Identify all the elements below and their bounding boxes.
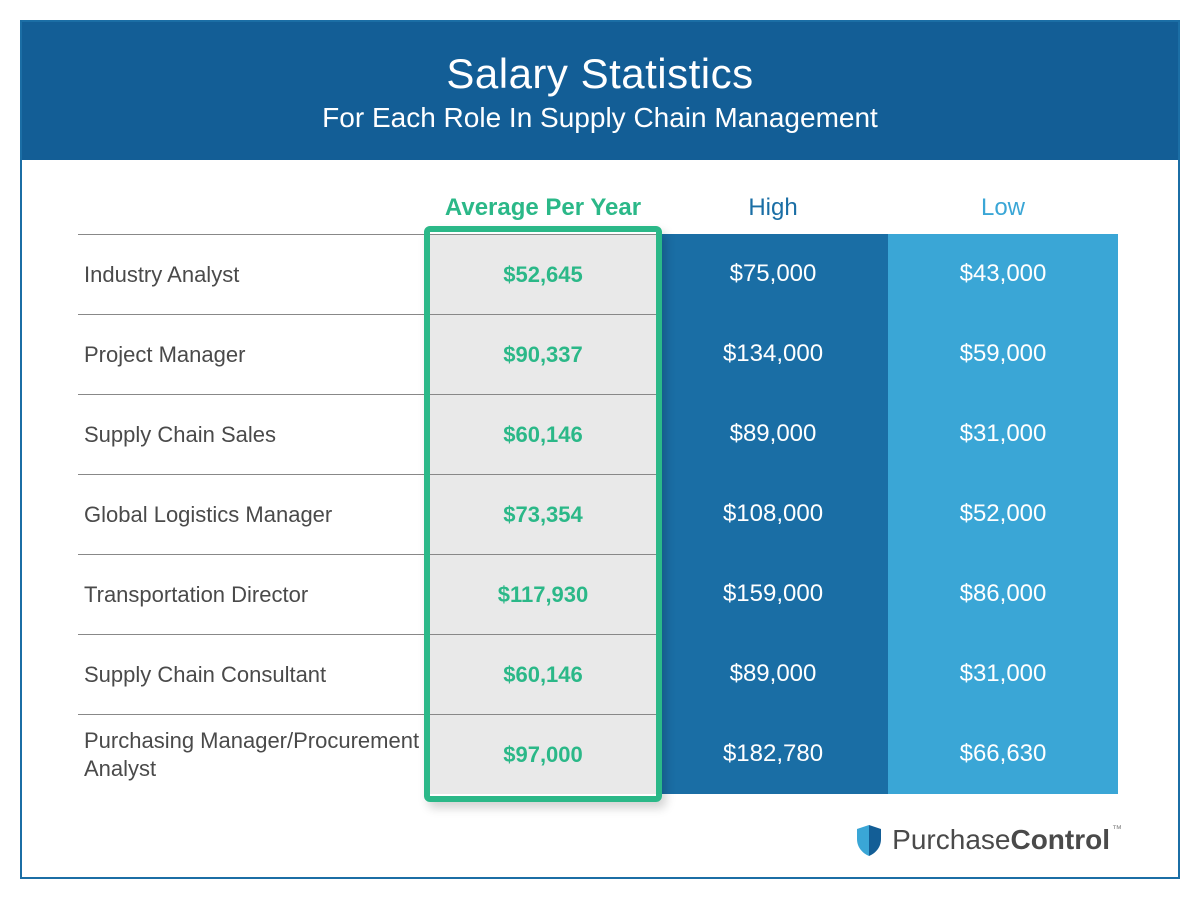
table-row-average: $60,146 bbox=[428, 394, 658, 474]
table-row-average: $52,645 bbox=[428, 234, 658, 314]
table-row-low: $59,000 bbox=[888, 314, 1118, 394]
table-row-role: Project Manager bbox=[78, 314, 428, 394]
column-header-average: Average Per Year bbox=[428, 182, 658, 234]
table-row-high: $182,780 bbox=[658, 714, 888, 794]
table-row-role: Industry Analyst bbox=[78, 234, 428, 314]
footer-brand: PurchaseControl™ bbox=[854, 823, 1122, 857]
table-body: Average Per Year High Low Industry Analy… bbox=[22, 160, 1178, 794]
shield-icon bbox=[854, 823, 884, 857]
table-row-low: $31,000 bbox=[888, 634, 1118, 714]
table-row-low: $52,000 bbox=[888, 474, 1118, 554]
table-row-average: $73,354 bbox=[428, 474, 658, 554]
header: Salary Statistics For Each Role In Suppl… bbox=[22, 22, 1178, 160]
page-title: Salary Statistics bbox=[22, 50, 1178, 98]
column-header-high: High bbox=[658, 182, 888, 234]
brand-text-light: Purchase bbox=[892, 824, 1010, 855]
table-row-high: $134,000 bbox=[658, 314, 888, 394]
infographic-card: Salary Statistics For Each Role In Suppl… bbox=[20, 20, 1180, 879]
table-row-role: Transportation Director bbox=[78, 554, 428, 634]
table-row-average: $97,000 bbox=[428, 714, 658, 794]
table-row-high: $89,000 bbox=[658, 394, 888, 474]
salary-table: Average Per Year High Low Industry Analy… bbox=[78, 182, 1122, 794]
column-header-role bbox=[78, 182, 428, 234]
column-header-low: Low bbox=[888, 182, 1118, 234]
table-row-role: Supply Chain Consultant bbox=[78, 634, 428, 714]
brand-text-bold: Control bbox=[1010, 824, 1110, 855]
page-subtitle: For Each Role In Supply Chain Management bbox=[22, 102, 1178, 134]
table-row-low: $86,000 bbox=[888, 554, 1118, 634]
table-row-low: $31,000 bbox=[888, 394, 1118, 474]
table-row-high: $108,000 bbox=[658, 474, 888, 554]
table-row-role: Supply Chain Sales bbox=[78, 394, 428, 474]
table-row-average: $60,146 bbox=[428, 634, 658, 714]
table-row-role: Purchasing Manager/Procurement Analyst bbox=[78, 714, 428, 794]
table-row-average: $117,930 bbox=[428, 554, 658, 634]
table-row-high: $75,000 bbox=[658, 234, 888, 314]
table-row-low: $66,630 bbox=[888, 714, 1118, 794]
table-row-average: $90,337 bbox=[428, 314, 658, 394]
table-row-high: $159,000 bbox=[658, 554, 888, 634]
trademark-symbol: ™ bbox=[1112, 824, 1122, 835]
table-row-role: Global Logistics Manager bbox=[78, 474, 428, 554]
table-row-low: $43,000 bbox=[888, 234, 1118, 314]
table-row-high: $89,000 bbox=[658, 634, 888, 714]
brand-text: PurchaseControl™ bbox=[892, 824, 1122, 856]
